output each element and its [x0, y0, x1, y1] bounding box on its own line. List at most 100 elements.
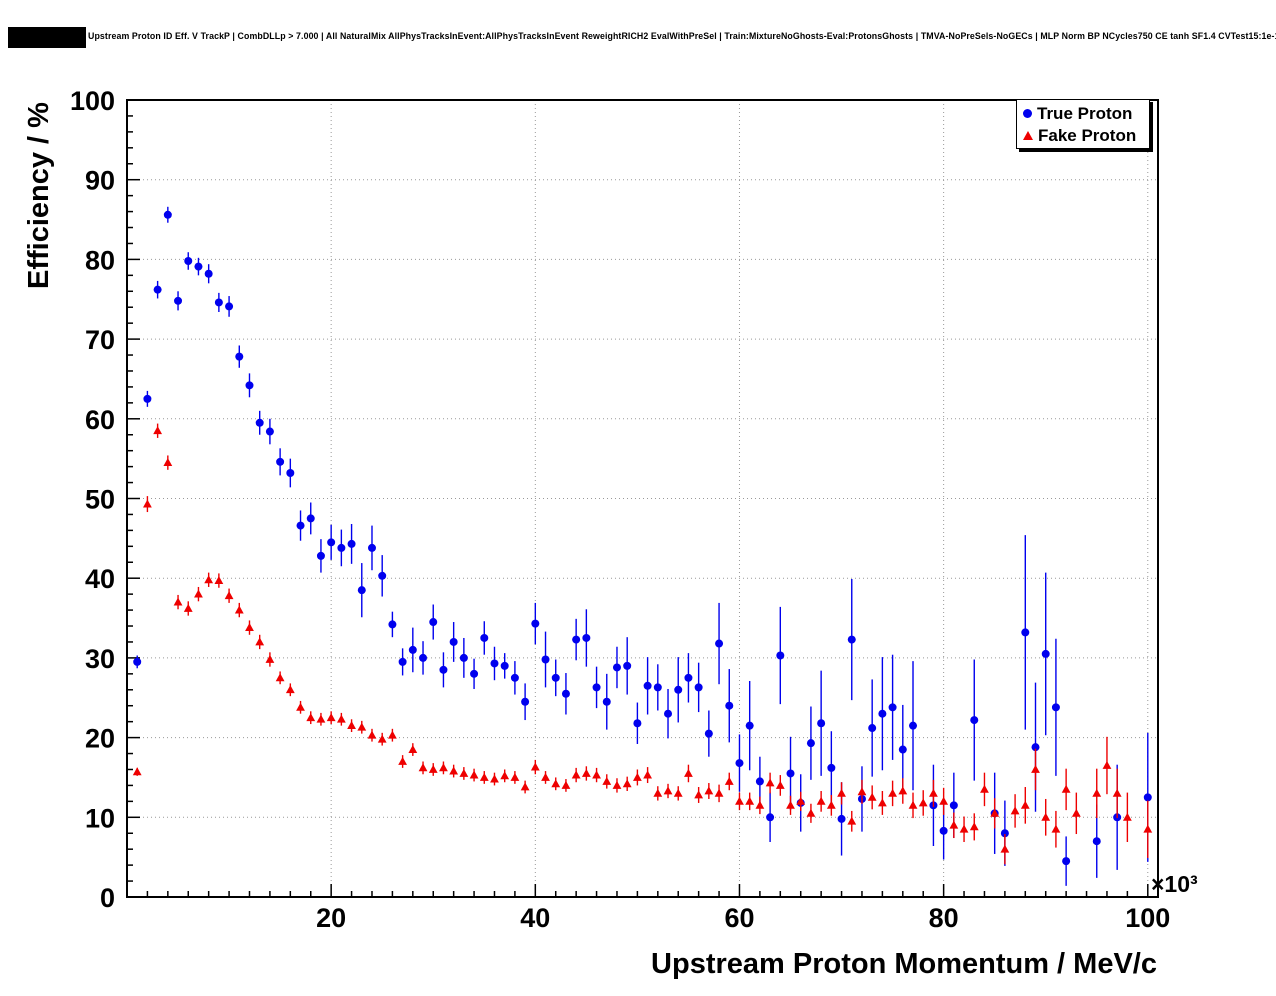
- data-point-triangle: [581, 768, 591, 777]
- data-point-triangle: [388, 730, 397, 739]
- data-point-triangle: [959, 824, 969, 833]
- data-point-circle: [949, 801, 958, 810]
- data-point-triangle: [439, 763, 448, 772]
- data-point-triangle: [367, 730, 377, 739]
- data-point-triangle: [275, 673, 285, 682]
- x-tick-label: 60: [724, 903, 754, 933]
- data-point-triangle: [745, 796, 755, 805]
- data-point-triangle: [775, 780, 785, 789]
- data-point-triangle: [806, 808, 816, 817]
- data-point-circle: [470, 669, 479, 678]
- data-point-circle: [970, 716, 979, 725]
- data-point-circle: [408, 645, 417, 654]
- true-proton-circle-icon: [1023, 108, 1032, 118]
- data-point-triangle: [1000, 844, 1010, 853]
- data-point-circle: [592, 683, 601, 692]
- tick-labels: 0 10 20 30 40 50 60 70 80 90 100 20 40 60 80 100: [70, 86, 1170, 933]
- fake-proton-triangle-icon: [1023, 130, 1033, 140]
- data-point-circle: [133, 657, 142, 666]
- data-point-triangle: [1112, 788, 1122, 797]
- data-point-circle: [449, 637, 458, 646]
- data-point-circle: [184, 256, 193, 265]
- data-point-triangle: [949, 820, 959, 829]
- data-point-triangle: [847, 816, 857, 825]
- data-point-triangle: [428, 764, 438, 773]
- x-tick-label: 40: [520, 903, 550, 933]
- data-point-triangle: [479, 772, 489, 781]
- data-point-triangle: [673, 788, 683, 797]
- data-point-triangle: [1143, 824, 1153, 833]
- data-point-circle: [694, 683, 703, 692]
- data-point-triangle: [510, 772, 520, 781]
- data-point-triangle: [877, 798, 887, 807]
- data-point-triangle: [898, 786, 908, 795]
- data-point-triangle: [622, 779, 632, 788]
- data-point-triangle: [377, 734, 387, 743]
- data-point-circle: [766, 813, 775, 822]
- data-point-circle: [327, 538, 336, 547]
- data-point-triangle: [408, 744, 418, 753]
- data-point-triangle: [1061, 784, 1071, 793]
- data-point-circle: [347, 539, 356, 548]
- y-tick-label: 0: [100, 883, 115, 913]
- data-point-triangle: [704, 786, 714, 795]
- data-point-circle: [653, 683, 662, 692]
- data-point-circle: [1031, 743, 1040, 752]
- plot-title: Upstream Proton ID Eff. V TrackP | CombD…: [88, 31, 1276, 41]
- data-point-circle: [939, 826, 948, 835]
- data-point-triangle: [908, 800, 918, 809]
- y-tick-label: 30: [85, 644, 115, 674]
- data-point-triangle: [1051, 824, 1061, 833]
- y-tick-label: 20: [85, 724, 115, 754]
- y-axis-title: Efficiency / %: [23, 102, 55, 289]
- data-point-circle: [439, 665, 448, 674]
- data-point-circle: [878, 709, 887, 718]
- data-point-triangle: [796, 796, 806, 805]
- y-tick-label: 50: [85, 485, 115, 515]
- data-point-triangle: [306, 713, 316, 722]
- data-point-triangle: [735, 796, 744, 805]
- data-point-triangle: [500, 771, 510, 780]
- data-point-circle: [398, 657, 407, 666]
- data-point-circle: [806, 739, 815, 748]
- data-point-triangle: [653, 788, 663, 797]
- data-point-circle: [296, 521, 305, 530]
- data-point-triangle: [724, 776, 734, 785]
- legend-label-true-proton: True Proton: [1037, 103, 1133, 123]
- data-point-triangle: [357, 722, 367, 731]
- data-point-circle: [612, 663, 621, 672]
- data-point-triangle: [173, 597, 183, 606]
- data-point-circle: [378, 571, 387, 580]
- data-point-circle: [214, 298, 223, 307]
- data-point-triangle: [541, 772, 550, 781]
- data-point-circle: [1062, 857, 1071, 866]
- data-point-triangle: [857, 787, 867, 796]
- data-point-triangle: [285, 685, 295, 694]
- data-point-circle: [367, 543, 376, 552]
- data-point-circle: [337, 543, 346, 552]
- data-point-triangle: [663, 786, 673, 795]
- data-point-triangle: [561, 780, 571, 789]
- data-point-circle: [510, 673, 519, 682]
- corner-box: [8, 27, 86, 48]
- data-point-triangle: [714, 788, 724, 797]
- data-point-circle: [459, 653, 468, 662]
- data-point-triangle: [612, 780, 622, 789]
- data-point-triangle: [969, 822, 979, 831]
- data-point-triangle: [684, 768, 693, 777]
- data-point-triangle: [296, 702, 305, 711]
- data-point-circle: [572, 635, 581, 644]
- data-point-circle: [827, 763, 836, 772]
- data-point-circle: [633, 719, 642, 728]
- data-point-circle: [725, 701, 734, 710]
- data-point-triangle: [1041, 812, 1051, 821]
- data-point-triangle: [132, 767, 142, 776]
- data-point-triangle: [326, 713, 336, 722]
- data-point-circle: [163, 210, 172, 219]
- data-point-triangle: [265, 654, 275, 663]
- data-point-triangle: [980, 784, 989, 793]
- gridlines: [127, 100, 1158, 897]
- data-point-triangle: [939, 796, 949, 805]
- data-point-circle: [898, 745, 907, 754]
